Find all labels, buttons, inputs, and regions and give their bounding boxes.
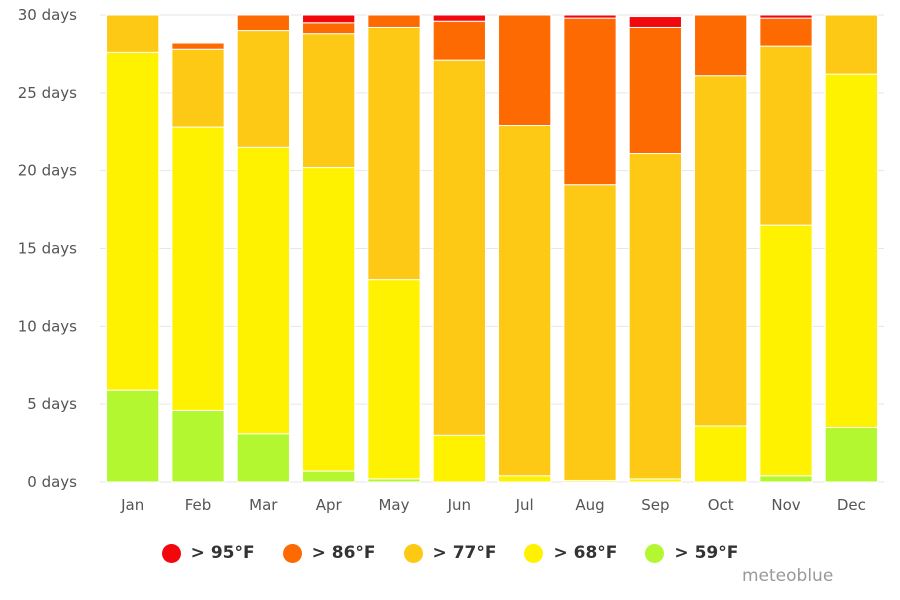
- stacked-bar-chart: 0 days 5 days 10 days 15 days 20 days 25 days…: [18, 6, 884, 514]
- bars: [106, 14, 878, 483]
- bar-segment[interactable]: [236, 14, 290, 32]
- bar-segment[interactable]: [563, 184, 617, 481]
- y-tick-label: 15 days: [18, 240, 77, 258]
- legend-swatch-icon: [645, 543, 665, 563]
- bar-segment[interactable]: [236, 433, 290, 483]
- bar-segment[interactable]: [628, 26, 682, 155]
- bar-segment[interactable]: [694, 75, 748, 427]
- bar-segment[interactable]: [171, 48, 225, 128]
- legend-item[interactable]: > 86°F: [282, 543, 376, 563]
- legend-label: > 68°F: [553, 543, 618, 563]
- legend-item[interactable]: > 68°F: [524, 543, 617, 563]
- bar-segment[interactable]: [432, 20, 486, 61]
- bar-segment[interactable]: [432, 14, 486, 22]
- bar-segment[interactable]: [302, 14, 356, 24]
- bar-segment[interactable]: [432, 434, 486, 483]
- bar-segment[interactable]: [498, 14, 552, 127]
- bar-segment[interactable]: [302, 167, 356, 472]
- x-tick-label: Sep: [641, 496, 669, 514]
- legend-item[interactable]: > 59°F: [645, 543, 738, 563]
- legend-item[interactable]: > 77°F: [403, 543, 497, 563]
- bar-segment[interactable]: [759, 224, 813, 477]
- y-axis-tick-labels: 0 days 5 days 10 days 15 days 20 days 25 days…: [18, 6, 77, 491]
- y-tick-label: 0 days: [27, 473, 77, 491]
- bar-segment[interactable]: [563, 17, 617, 186]
- x-tick-label: Jun: [447, 496, 471, 514]
- legend: > 95°F > 86°F > 77°F > 68°F > 59°F: [0, 538, 900, 568]
- bar-segment[interactable]: [236, 30, 290, 148]
- bar-segment[interactable]: [824, 14, 878, 75]
- x-tick-label: Feb: [185, 496, 212, 514]
- credit-label: meteoblue: [742, 566, 834, 586]
- bar-segment[interactable]: [106, 14, 160, 53]
- legend-item[interactable]: > 95°F: [161, 543, 255, 563]
- x-tick-label: Nov: [771, 496, 800, 514]
- x-tick-label: Dec: [837, 496, 866, 514]
- bar-segment[interactable]: [432, 59, 486, 436]
- y-tick-label: 10 days: [18, 317, 77, 335]
- legend-swatch-icon: [161, 543, 181, 563]
- legend-swatch-icon: [524, 543, 544, 563]
- bar-segment[interactable]: [367, 14, 421, 28]
- bar-segment[interactable]: [824, 427, 878, 483]
- bar-segment[interactable]: [171, 126, 225, 411]
- x-tick-label: Aug: [575, 496, 604, 514]
- bar-segment[interactable]: [106, 389, 160, 483]
- bar-segment[interactable]: [824, 73, 878, 429]
- legend-label: > 77°F: [432, 543, 497, 563]
- bar-segment[interactable]: [498, 475, 552, 483]
- bar-segment[interactable]: [367, 26, 421, 281]
- legend-swatch-icon: [403, 543, 423, 563]
- bar-segment[interactable]: [367, 279, 421, 480]
- legend-label: > 59°F: [674, 543, 739, 563]
- legend-swatch-icon: [282, 543, 302, 563]
- x-tick-label: Mar: [249, 496, 278, 514]
- bar-segment[interactable]: [171, 409, 225, 483]
- bar-segment[interactable]: [302, 33, 356, 169]
- bar-segment[interactable]: [628, 16, 682, 28]
- bar-segment[interactable]: [694, 14, 748, 77]
- bar-segment[interactable]: [236, 146, 290, 435]
- bar-segment[interactable]: [302, 22, 356, 35]
- x-axis-tick-labels: Jan Feb Mar Apr May Jun Jul Aug Sep Oct Nov Dec: [120, 496, 866, 514]
- bar-segment[interactable]: [759, 475, 813, 483]
- x-tick-label: May: [378, 496, 409, 514]
- bar-segment[interactable]: [628, 153, 682, 480]
- legend-label: > 95°F: [190, 543, 255, 563]
- bar-segment[interactable]: [759, 45, 813, 226]
- legend-label: > 86°F: [311, 543, 376, 563]
- bar-segment[interactable]: [171, 42, 225, 50]
- bar-segment[interactable]: [694, 425, 748, 483]
- bar-segment[interactable]: [302, 470, 356, 483]
- x-tick-label: Oct: [708, 496, 734, 514]
- x-tick-label: Jul: [515, 496, 534, 514]
- x-tick-label: Jan: [120, 496, 144, 514]
- y-tick-label: 5 days: [27, 395, 77, 413]
- gridlines: [100, 14, 884, 483]
- y-tick-label: 25 days: [18, 84, 77, 102]
- bar-segment[interactable]: [106, 51, 160, 391]
- bar-segment[interactable]: [759, 14, 813, 19]
- y-tick-label: 30 days: [18, 6, 77, 24]
- bar-segment[interactable]: [563, 14, 617, 19]
- y-tick-label: 20 days: [18, 162, 77, 180]
- bar-segment[interactable]: [759, 17, 813, 47]
- x-tick-label: Apr: [316, 496, 343, 514]
- bar-segment[interactable]: [498, 125, 552, 477]
